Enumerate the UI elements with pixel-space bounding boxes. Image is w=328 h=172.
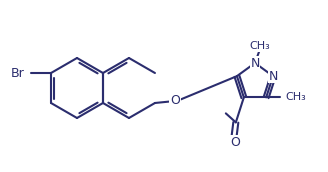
Text: O: O: [170, 94, 180, 108]
Text: N: N: [268, 70, 278, 83]
Text: CH₃: CH₃: [250, 41, 270, 51]
Text: O: O: [230, 136, 240, 149]
Text: CH₃: CH₃: [285, 92, 306, 102]
Text: N: N: [250, 56, 260, 69]
Text: Br: Br: [10, 67, 24, 79]
